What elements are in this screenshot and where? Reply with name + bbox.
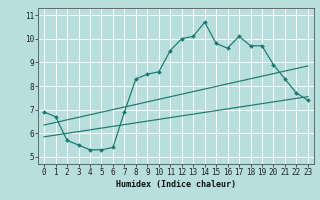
X-axis label: Humidex (Indice chaleur): Humidex (Indice chaleur) [116, 180, 236, 189]
